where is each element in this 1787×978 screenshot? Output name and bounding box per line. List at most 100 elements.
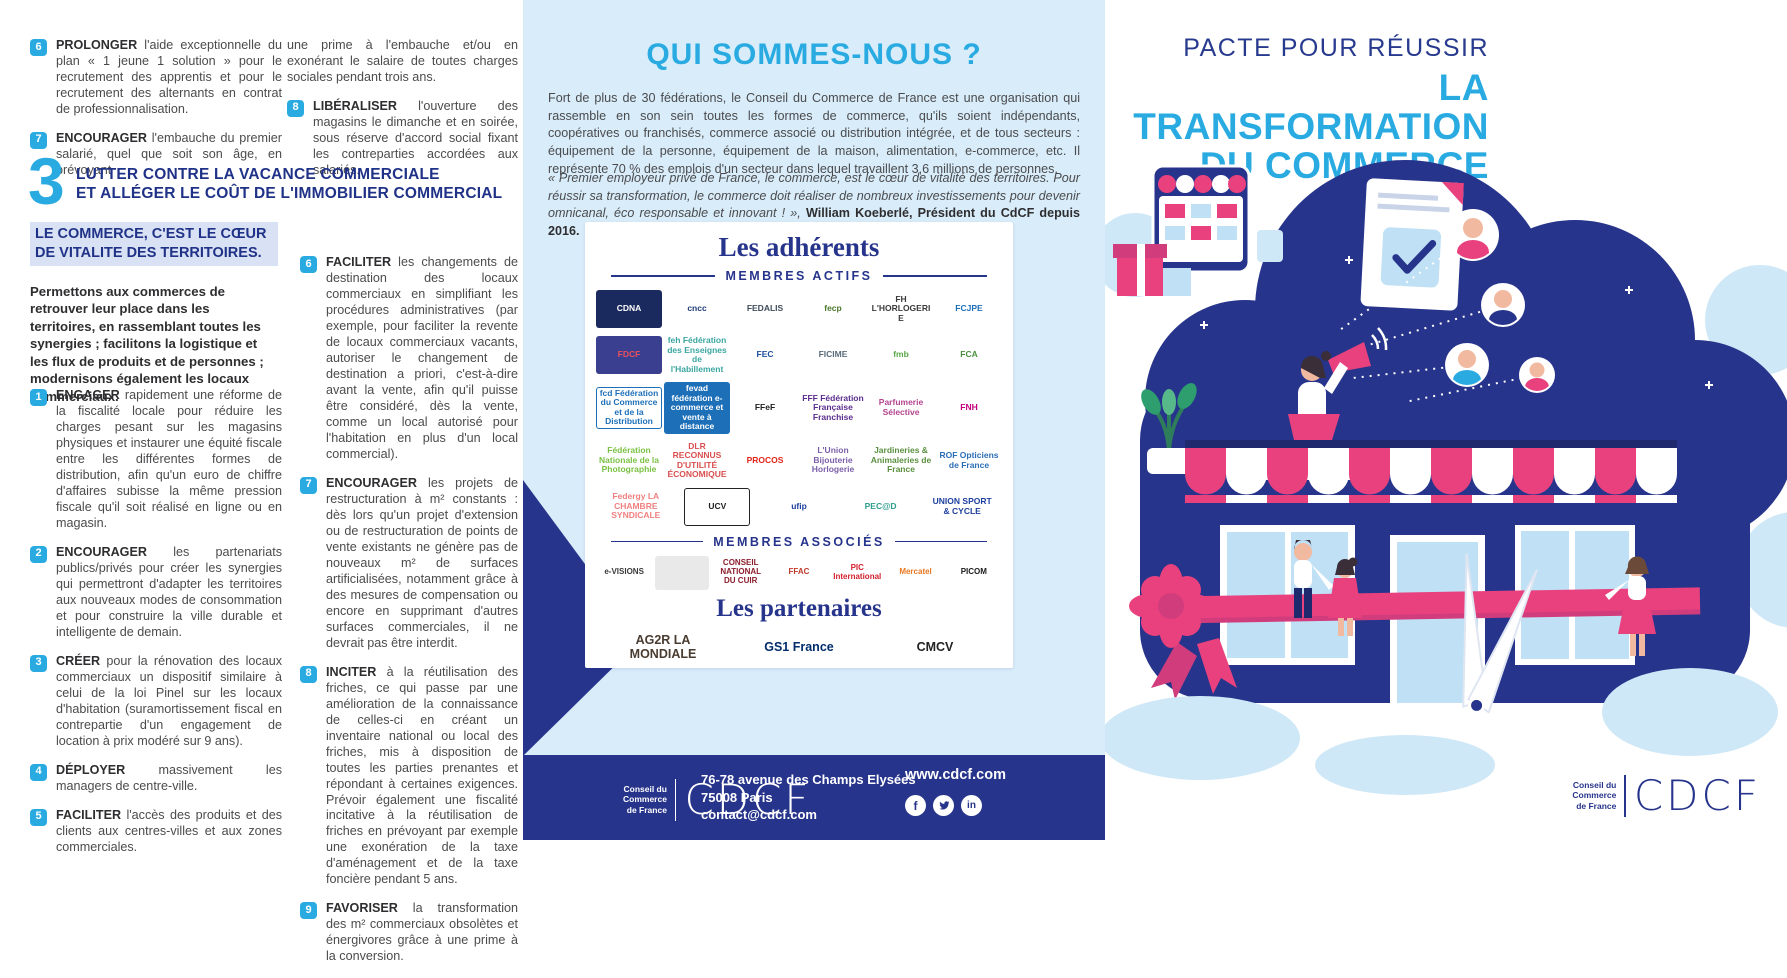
member-logo: Mercatel [899, 567, 932, 577]
member-logo: L'Union Bijouterie Horlogerie [811, 445, 855, 475]
item-number-badge: 5 [30, 808, 47, 826]
numbered-item: 9 FAVORISER la transformation des m² com… [300, 901, 518, 965]
website-link[interactable]: www.cdcf.com [905, 767, 1006, 783]
member-logo: DLR RECONNUS D'UTILITÉ ÉCONOMIQUE [667, 440, 727, 480]
partner-logo: GS1 France [764, 639, 834, 654]
item-text: ENCOURAGER les partenariats publics/priv… [56, 544, 283, 639]
member-logo: CONSEIL NATIONAL DU CUIR [720, 558, 762, 586]
quote-attribution: William Koeberlé, Président du CdCF depu… [548, 206, 1080, 238]
member-logo [655, 555, 710, 590]
member-logo: FDCF [596, 336, 662, 375]
member-logo: FNH [960, 402, 978, 413]
facebook-icon[interactable]: f [905, 795, 926, 816]
item-text: CRÉER pour la rénovation des locaux comm… [56, 653, 282, 748]
quote-paragraph: « Premier employeur privé de France, le … [548, 170, 1080, 241]
numbered-item: 8 LIBÉRALISER l'ouverture des magasins l… [287, 99, 518, 179]
divider-line [882, 275, 988, 277]
sparkles [1200, 256, 1713, 389]
member-logo: FEC [756, 349, 774, 360]
item-text: ENCOURAGER les projets de restructuratio… [326, 475, 519, 650]
item-text: INCITER à la réutilisation des friches, … [326, 664, 518, 887]
item-number-badge: 1 [30, 389, 47, 406]
cdcf-logo-smalltext: Conseil du Commerce de France [623, 783, 667, 815]
cdcf-logo-letters: CDCF [684, 775, 812, 824]
member-logo: PROCOS [746, 454, 784, 465]
cover-illustration [1105, 160, 1787, 795]
kiosk-illustration [1151, 164, 1283, 274]
adherents-title: Les adhérents [718, 232, 880, 262]
membres-actifs-label: MEMBRES ACTIFS [585, 269, 1013, 283]
member-logo: UCV [684, 487, 751, 526]
person-left [1293, 539, 1334, 618]
member-logo: PICOM [960, 567, 987, 577]
numbered-item: 8 INCITER à la réutilisation des friches… [300, 665, 518, 889]
scissors [1432, 553, 1539, 773]
member-logo: FFeF [754, 402, 776, 413]
member-logo: ROF Opticiens de France [939, 450, 999, 470]
item-number-badge: 7 [300, 476, 317, 494]
member-logo: FCJPE [955, 303, 983, 314]
numbered-item: 5 FACILITER l'accès des produits et des … [30, 808, 282, 856]
avatar-network [1336, 209, 1555, 403]
item-number-badge: 3 [30, 654, 47, 672]
item-text: FACILITER l'accès des produits et des cl… [56, 807, 283, 854]
page-title: QUI SOMMES-NOUS ? [646, 38, 982, 71]
section-intro: Permettons aux commerces de retrouver le… [30, 284, 264, 404]
cover-title-line2: LA TRANSFORMATION [1133, 67, 1489, 147]
left-panel: 6 PROLONGER l'aide exceptionnelle du pla… [0, 0, 523, 963]
partner-logo: AG2R LA MONDIALE [629, 632, 697, 661]
item-text: PROLONGER l'aide exceptionnelle du plan … [56, 38, 282, 116]
striped-awning [1185, 448, 1677, 503]
item-number-badge: 6 [300, 256, 317, 273]
membres-associes-label: MEMBRES ASSOCIÉS [585, 535, 1013, 549]
member-logo: cncc [687, 303, 707, 314]
item-number-badge: 8 [300, 665, 317, 683]
member-logo: PEC@D [864, 500, 897, 511]
item-number-badge: 6 [30, 39, 47, 56]
twitter-icon[interactable] [933, 795, 954, 816]
item-number-badge: 9 [300, 902, 317, 920]
right-panel: PACTE POUR RÉUSSIR LA TRANSFORMATION DU … [1105, 0, 1787, 840]
numbered-item: 6 FACILITER les changements de destinati… [300, 255, 518, 463]
member-logo: FCA [960, 349, 978, 360]
numbered-item: 3 CRÉER pour la rénovation des locaux co… [30, 654, 282, 750]
footer-bar: Conseil du Commerce de France CDCF 76-78… [523, 755, 1105, 840]
member-logo: FEDALIS [746, 303, 784, 314]
left-items-column-2: 6 FACILITER les changements de destinati… [300, 255, 518, 978]
left-top-column-2: une prime à l'embauche et/ou en exonéran… [287, 38, 518, 192]
contact-email[interactable]: contact@cdcf.com [701, 807, 817, 823]
logo-divider [1624, 774, 1626, 817]
numbered-item: 7 ENCOURAGER l'embauche du premier salar… [30, 131, 282, 179]
left-items-column-1: 1 ENGAGER rapidement une réforme de la f… [30, 388, 282, 869]
item-text: ENCOURAGER l'embauche du premier salarié… [56, 130, 283, 177]
linkedin-icon[interactable]: in [961, 795, 982, 816]
highlight-banner: LE COMMERCE, C'EST LE CŒUR DE VITALITE D… [30, 222, 278, 267]
member-logo: fcd Fédération du Commerce et de la Dist… [596, 386, 662, 429]
section-title: LUTTER CONTRE LA VACANCE COMMERCIALE ET … [76, 166, 503, 203]
member-logo: ufip [791, 500, 807, 511]
divider-line [894, 540, 988, 543]
divider-line [611, 275, 716, 277]
member-logo: Jardineries & Animaleries de France [870, 445, 932, 475]
foreground-clouds [1105, 668, 1778, 795]
member-logo: Federgy LA CHAMBRE SYNDICALE [611, 491, 661, 521]
cdcf-logo: Conseil du Commerce de France CDCF [1572, 771, 1761, 820]
partner-logo: CMCV [916, 639, 954, 654]
member-logo: FFF Fédération Française Franchise [802, 392, 864, 422]
member-logo: Fédération Nationale de la Photographie [599, 445, 659, 475]
address-block: 76-78 avenue des Champs Elysées 75008 Pa… [701, 772, 916, 823]
numbered-item: 1 ENGAGER rapidement une réforme de la f… [30, 388, 282, 532]
item-text: FAVORISER la transformation des m² comme… [326, 901, 519, 964]
numbered-item: 4 DÉPLOYER massivement les managers de c… [30, 763, 282, 795]
item-number-badge: 4 [30, 763, 47, 781]
member-logo: FICIME [818, 349, 848, 360]
divider-line [611, 540, 704, 543]
numbered-item: 7 ENCOURAGER les projets de restructurat… [300, 476, 518, 652]
member-logo: FH L'HORLOGERIE [871, 293, 931, 323]
section-number: 3 [28, 144, 65, 218]
member-logo: feh Fédération des Enseignes de l'Habill… [667, 335, 727, 374]
item-text: DÉPLOYER massivement les managers de cen… [56, 762, 282, 793]
cdcf-logo-letters: CDCF [1633, 771, 1761, 820]
person-right [1605, 556, 1656, 656]
plant [1141, 383, 1197, 474]
